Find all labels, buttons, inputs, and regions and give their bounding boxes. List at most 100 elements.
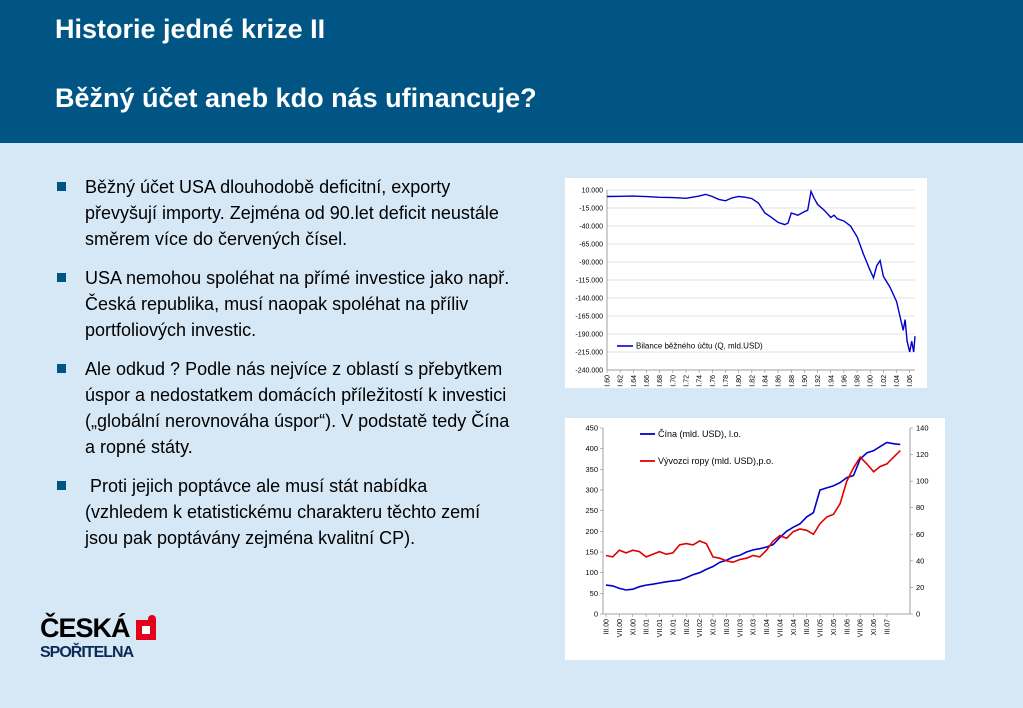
x-tick-label: I.70: [670, 375, 677, 387]
x-tick-label: XI.03: [751, 619, 758, 635]
y-tick-label-left: 150: [585, 548, 598, 557]
bullet-item: Proti jejich poptávce ale musí stát nabí…: [55, 473, 515, 551]
series-line-oil-exporters: [605, 450, 901, 564]
legend-label: Vývozci ropy (mld. USD),p.o.: [658, 456, 774, 466]
x-tick-label: I.96: [841, 375, 848, 387]
y-tick-label-left: 350: [585, 465, 598, 474]
x-tick-label: XI.01: [670, 619, 677, 635]
y-tick-label: -240.000: [575, 368, 603, 375]
x-tick-label: I.84: [762, 375, 769, 387]
x-tick-label: XI.06: [871, 619, 878, 635]
y-tick-label-left: 400: [585, 444, 598, 453]
y-tick-label: -190.000: [575, 332, 603, 339]
bullet-text: Proti jejich poptávce ale musí stát nabí…: [85, 476, 486, 548]
x-tick-label: XI.04: [791, 619, 798, 635]
y-tick-label-left: 100: [585, 568, 598, 577]
y-tick-label: -40.000: [579, 224, 603, 231]
x-tick-label: I.68: [657, 375, 664, 387]
y-tick-label: -15.000: [579, 206, 603, 213]
y-tick-label-left: 50: [590, 589, 598, 598]
x-tick-label: VII.03: [737, 619, 744, 637]
y-tick-label: -115.000: [576, 278, 603, 285]
x-tick-label: VII.06: [858, 619, 865, 637]
y-tick-label-right: 60: [916, 530, 924, 539]
slide-subtitle: Běžný účet aneb kdo nás ufinancuje?: [55, 83, 537, 113]
x-tick-label: VII.00: [617, 619, 624, 637]
square-bullet-icon: [57, 182, 66, 191]
y-tick-label-right: 20: [916, 583, 924, 592]
x-tick-label: I.88: [789, 375, 796, 387]
y-tick-label: -90.000: [579, 260, 603, 267]
bullet-item: USA nemohou spoléhat na přímé investice …: [55, 265, 515, 343]
x-tick-label: I.90: [802, 375, 809, 387]
bullet-text: Ale odkud ? Podle nás nejvíce z oblastí …: [85, 359, 510, 457]
square-bullet-icon: [57, 481, 66, 490]
x-tick-label: XI.05: [831, 619, 838, 635]
legend-label: Čína (mld. USD), l.o.: [658, 429, 741, 439]
bullet-item: Běžný účet USA dlouhodobě deficitní, exp…: [55, 174, 515, 252]
x-tick-label: I.60: [605, 375, 612, 387]
x-tick-label: VII.04: [777, 619, 784, 637]
x-tick-label: I.62: [618, 375, 625, 387]
x-tick-label: I.82: [749, 375, 756, 387]
y-tick-label-right: 40: [916, 556, 924, 565]
x-tick-label: I.94: [828, 375, 835, 387]
y-tick-label-right: 80: [916, 503, 924, 512]
y-tick-label: -65.000: [579, 242, 603, 249]
x-tick-label: III.01: [644, 619, 651, 635]
y-tick-label-left: 250: [585, 506, 598, 515]
y-tick-label: 10.000: [582, 188, 604, 195]
slide-header: Historie jedné krize II Běžný účet aneb …: [0, 0, 1023, 143]
x-tick-label: I.04: [894, 375, 901, 387]
x-tick-label: I.66: [644, 375, 651, 387]
y-tick-label: -215.000: [575, 350, 603, 357]
x-tick-label: III.05: [804, 619, 811, 635]
x-tick-label: VII.02: [697, 619, 704, 637]
series-line-current-account: [606, 189, 916, 353]
legend-label: Bilance běžného účtu (Q, mld.USD): [636, 342, 763, 351]
x-tick-label: III.07: [884, 619, 891, 635]
y-tick-label-left: 300: [585, 486, 598, 495]
x-tick-label: I.78: [723, 375, 730, 387]
y-tick-label-right: 140: [916, 424, 929, 433]
square-bullet-icon: [57, 273, 66, 282]
x-tick-label: I.76: [710, 375, 717, 387]
y-tick-label-right: 100: [916, 477, 929, 486]
bullet-text: Běžný účet USA dlouhodobě deficitní, exp…: [85, 177, 499, 249]
x-tick-label: I.92: [815, 375, 822, 387]
current-account-chart: 10.000 -15.000 -40.000 -65.000 -90.000 -115.0…: [565, 178, 927, 388]
china-oil-exporters-chart: 0 50 100 150 200 250 300 350 400 450 0 20 40 60 80 100 1…: [565, 418, 945, 660]
x-tick-label: XI.00: [630, 619, 637, 635]
y-tick-label-left: 200: [585, 527, 598, 536]
logo-line2: SPOŘITELNA: [40, 644, 134, 661]
x-tick-label: I.00: [868, 375, 875, 387]
series-line-china: [605, 441, 901, 591]
x-tick-label: I.72: [683, 375, 690, 387]
x-tick-label: I.64: [631, 375, 638, 387]
x-tick-label: I.02: [881, 375, 888, 387]
x-tick-label: XI.02: [711, 619, 718, 635]
logo-line1: ČESKÁ: [40, 613, 131, 643]
x-tick-label: III.04: [764, 619, 771, 635]
y-tick-label-left: 0: [594, 610, 598, 619]
y-tick-label-right: 120: [916, 450, 929, 459]
bullet-item: Ale odkud ? Podle nás nejvíce z oblastí …: [55, 356, 515, 460]
x-tick-label: VII.05: [818, 619, 825, 637]
square-bullet-icon: [57, 364, 66, 373]
x-tick-label: III.06: [844, 619, 851, 635]
x-tick-label: I.98: [855, 375, 862, 387]
x-tick-label: III.00: [604, 619, 611, 635]
ceska-sporitelna-logo: ČESKÁ SPOŘITELNA: [40, 613, 165, 665]
y-tick-label: -140.000: [575, 296, 603, 303]
x-tick-label: III.03: [724, 619, 731, 635]
bullet-list: Běžný účet USA dlouhodobě deficitní, exp…: [55, 174, 515, 564]
y-tick-label: -165.000: [575, 314, 603, 321]
x-tick-label: I.74: [697, 375, 704, 387]
bullet-text: USA nemohou spoléhat na přímé investice …: [85, 268, 510, 340]
logo-mark-icon: [136, 615, 156, 640]
y-tick-label-left: 450: [585, 424, 598, 433]
x-tick-label: III.02: [684, 619, 691, 635]
slide-title: Historie jedné krize II: [55, 14, 326, 44]
x-tick-label: VII.01: [657, 619, 664, 637]
y-tick-label-right: 0: [916, 610, 920, 619]
